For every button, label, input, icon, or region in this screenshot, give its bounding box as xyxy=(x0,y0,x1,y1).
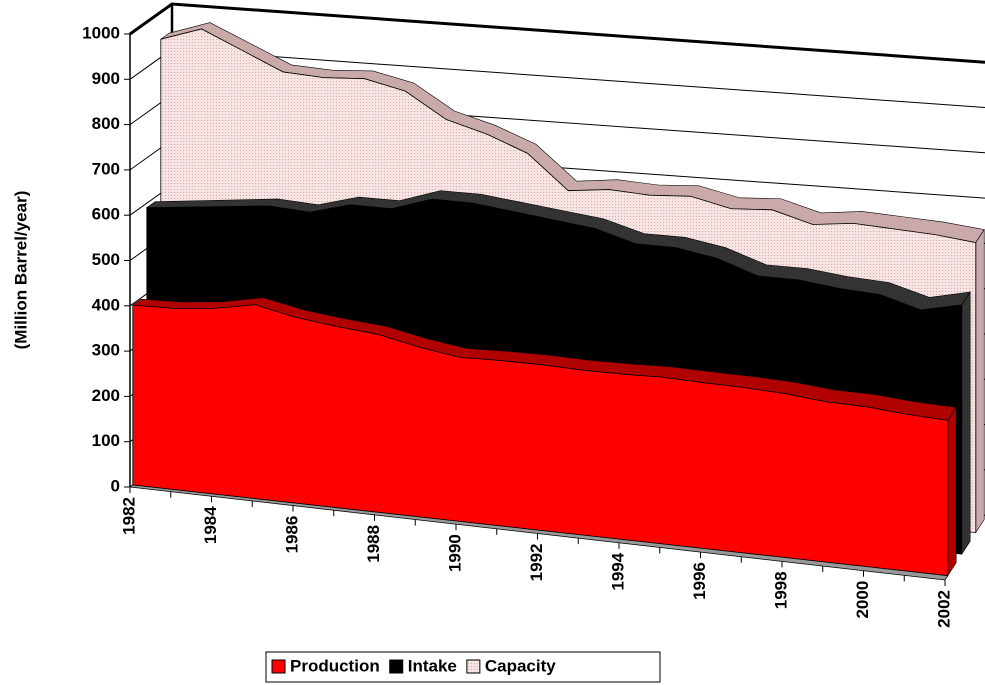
y-tick-label: 600 xyxy=(92,205,120,224)
legend-box xyxy=(265,651,661,683)
y-tick-label: 500 xyxy=(92,250,120,269)
legend-swatch xyxy=(271,659,286,674)
legend-label: Intake xyxy=(408,656,457,675)
x-tick-label: 1996 xyxy=(690,562,709,600)
y-tick-label: 900 xyxy=(92,69,120,88)
y-tick-label: 200 xyxy=(92,386,120,405)
area-side xyxy=(947,406,957,577)
area-side xyxy=(961,290,971,556)
legend-label: Production xyxy=(290,656,380,675)
area xyxy=(132,304,949,577)
x-tick-label: 2000 xyxy=(853,581,872,619)
floor-edge xyxy=(128,484,949,581)
x-tick-label: 1982 xyxy=(119,497,138,535)
grid-line xyxy=(129,2,985,64)
legend-label: Capacity xyxy=(485,656,556,675)
x-tick-label: 1984 xyxy=(201,506,220,544)
y-tick-label: 800 xyxy=(92,114,120,133)
y-axis-title: (Million Barrel/year) xyxy=(11,191,30,350)
x-tick-label: 1988 xyxy=(364,525,383,563)
legend-swatch xyxy=(466,659,481,674)
x-tick-label: 1986 xyxy=(282,516,301,554)
y-tick-label: 0 xyxy=(111,476,120,495)
y-tick-label: 300 xyxy=(92,341,120,360)
y-tick-label: 400 xyxy=(92,295,120,314)
x-tick-label: 2002 xyxy=(934,590,953,628)
x-tick-label: 1998 xyxy=(771,571,790,609)
area-side xyxy=(975,228,985,534)
legend-swatch xyxy=(389,659,404,674)
x-tick-label: 1990 xyxy=(445,534,464,572)
y-tick-label: 1000 xyxy=(82,23,120,42)
x-tick-label: 1994 xyxy=(608,552,627,590)
y-tick-label: 700 xyxy=(92,159,120,178)
x-tick-label: 1992 xyxy=(527,544,546,582)
y-tick-label: 100 xyxy=(92,431,120,450)
